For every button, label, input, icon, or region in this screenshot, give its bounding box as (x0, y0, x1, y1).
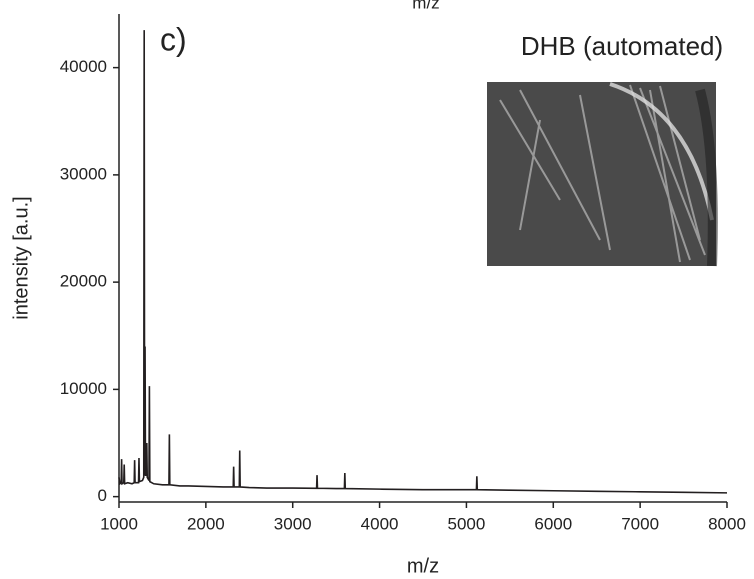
y-tick-label: 0 (98, 486, 107, 505)
y-tick-label: 30000 (60, 164, 107, 183)
x-tick-label: 5000 (448, 514, 486, 533)
inset-photo (487, 82, 718, 267)
x-tick-label: 8000 (708, 514, 746, 533)
x-axis-label: m/z (407, 555, 439, 577)
x-tick-label: 1000 (100, 514, 138, 533)
y-tick-label: 40000 (60, 57, 107, 76)
x-tick-label: 7000 (621, 514, 659, 533)
annotation: DHB (automated) (521, 31, 723, 61)
x-tick-label: 4000 (361, 514, 399, 533)
panel-label: c) (160, 21, 187, 57)
x-tick-label: 3000 (274, 514, 312, 533)
spectrum-line (118, 30, 728, 494)
y-tick-label: 20000 (60, 272, 107, 291)
x-tick-label: 6000 (534, 514, 572, 533)
top-label: m/z (412, 0, 439, 12)
y-axis-label: intensity [a.u.] (10, 196, 32, 319)
x-tick-label: 2000 (187, 514, 225, 533)
y-tick-label: 10000 (60, 379, 107, 398)
